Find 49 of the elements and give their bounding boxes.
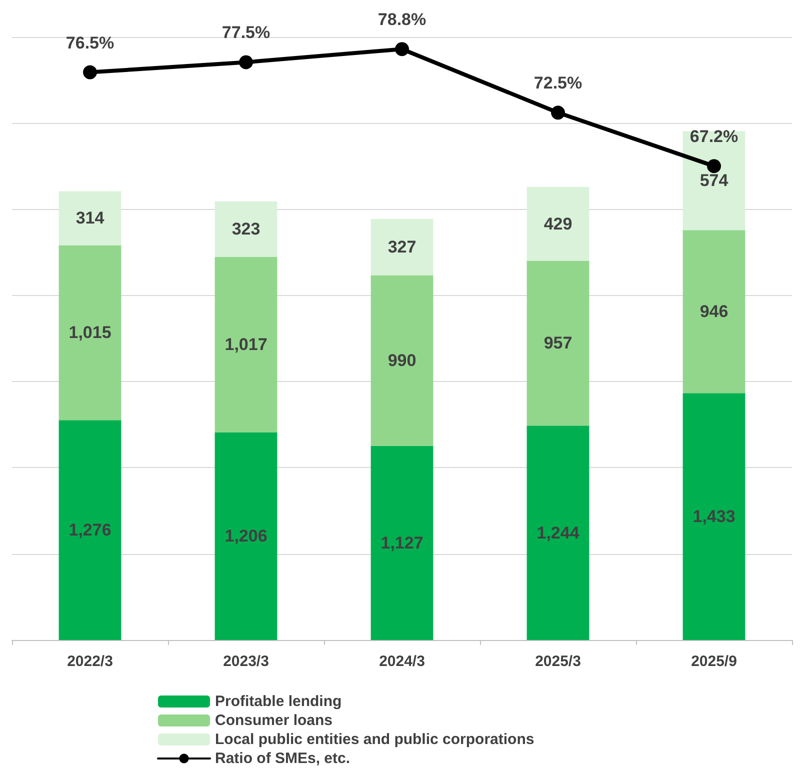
bar	[58, 245, 122, 420]
data-label: 1,244	[536, 523, 580, 542]
data-label: 76.5%	[66, 33, 114, 52]
legend-label: Ratio of SMEs, etc.	[215, 750, 350, 767]
point	[707, 159, 721, 174]
x-tick-label: 2025/3	[535, 653, 581, 670]
data-label: 429	[544, 214, 572, 234]
bar	[682, 393, 746, 640]
data-label: 323	[232, 220, 260, 239]
x-tick-label: 2023/3	[223, 653, 269, 670]
data-label: 327	[388, 238, 416, 257]
point	[239, 55, 253, 70]
data-label: 1,127	[380, 533, 424, 552]
data-label: 1,433	[692, 507, 736, 526]
bar	[214, 257, 278, 432]
bar	[682, 230, 746, 394]
bar	[214, 201, 278, 258]
data-label: 314	[76, 208, 105, 228]
data-label: 1,015	[68, 323, 112, 342]
data-label: 1,017	[224, 335, 268, 354]
bar	[370, 446, 434, 640]
x-tick-label: 2025/9	[691, 653, 737, 670]
point	[83, 65, 97, 80]
data-label: 574	[700, 171, 729, 190]
bar	[58, 191, 122, 246]
bar	[526, 426, 590, 640]
x-tick-label: 2024/3	[379, 653, 425, 670]
bar	[526, 260, 590, 426]
legend-label: Local public entities and public corporations	[215, 731, 534, 748]
point	[551, 106, 565, 120]
point	[395, 42, 409, 56]
bar	[682, 131, 746, 230]
data-label: 1,276	[68, 520, 112, 540]
bar	[370, 275, 434, 446]
data-label: 957	[544, 334, 572, 353]
data-label: 77.5%	[222, 23, 270, 42]
data-label: 946	[700, 302, 728, 322]
data-label: 78.8%	[378, 10, 426, 30]
legend-label: Consumer loans	[215, 712, 333, 729]
legend-label: Profitable lending	[215, 693, 342, 710]
data-label: 990	[388, 351, 416, 370]
bar	[214, 432, 278, 640]
x-tick-label: 2022/3	[67, 653, 113, 670]
data-label: 67.2%	[690, 127, 738, 146]
data-label: 72.5%	[534, 74, 582, 93]
bar	[58, 420, 122, 640]
data-label: 1,206	[224, 526, 268, 546]
bar	[370, 218, 434, 276]
bar	[526, 186, 590, 261]
